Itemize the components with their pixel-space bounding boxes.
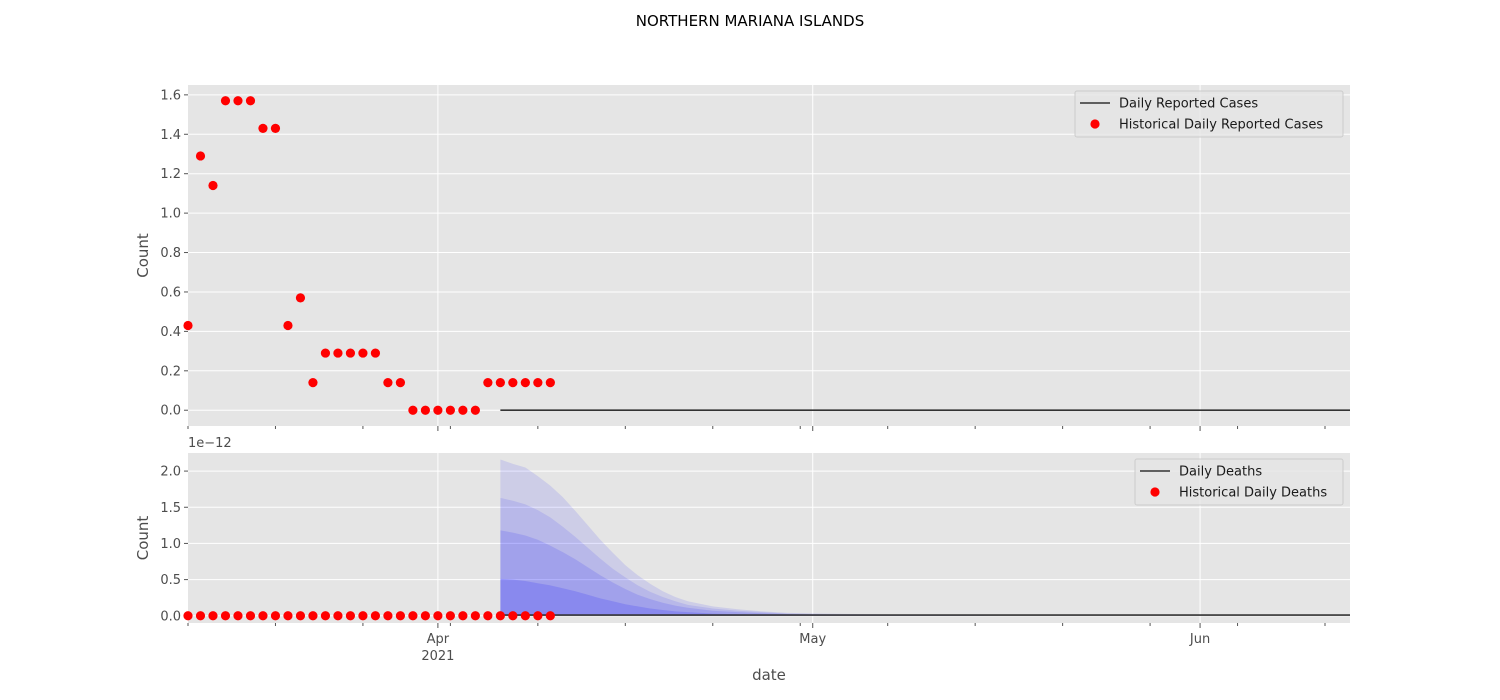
y-axis-label: Count <box>134 516 152 561</box>
data-point <box>520 611 530 621</box>
y-tick-label: 1.6 <box>160 88 181 103</box>
y-axis-label: Count <box>134 233 152 278</box>
data-point <box>358 348 368 358</box>
data-point <box>533 378 543 388</box>
data-point <box>220 611 231 621</box>
x-tick-year-label: 2021 <box>421 649 454 664</box>
forecast-band <box>500 578 1350 616</box>
data-point <box>345 348 356 358</box>
data-point <box>283 320 293 331</box>
data-point <box>420 405 430 415</box>
x-tick-label: Apr <box>427 632 450 647</box>
data-point <box>358 611 368 621</box>
y-tick-label: 0.0 <box>160 609 181 624</box>
data-point <box>458 405 468 415</box>
data-point <box>420 611 430 621</box>
data-point <box>220 96 231 106</box>
data-point <box>195 151 206 161</box>
data-point <box>320 611 331 621</box>
y-tick-label: 1.4 <box>160 128 181 143</box>
data-point <box>533 611 543 621</box>
data-point <box>395 611 406 621</box>
data-point <box>495 378 505 388</box>
y-tick-label: 2.0 <box>160 465 181 480</box>
cases-panel: 0.0 0.2 0.4 0.6 0.8 1.0 1.2 1.4 1.6 Count Daily Re… <box>134 85 1350 431</box>
data-point <box>283 611 293 621</box>
forecast-band <box>500 497 1350 616</box>
data-point <box>183 320 193 331</box>
data-point <box>508 378 518 388</box>
data-point <box>395 378 406 388</box>
data-point <box>333 611 343 621</box>
y-tick-label: 0.6 <box>160 285 181 300</box>
data-point <box>383 378 393 388</box>
data-point <box>183 611 193 621</box>
legend-marker-swatch <box>1150 487 1160 497</box>
data-point <box>320 348 331 358</box>
legend-box <box>1074 90 1344 138</box>
data-point <box>445 611 455 621</box>
plot-area <box>188 85 1350 426</box>
data-point <box>233 611 243 621</box>
data-point <box>470 611 480 621</box>
data-point <box>308 378 318 388</box>
y-tick-label: 1.5 <box>160 501 181 516</box>
data-point <box>295 611 306 621</box>
y-tick-label: 0.2 <box>160 364 181 379</box>
data-point <box>495 611 505 621</box>
y-offset-label: 1e−12 <box>188 436 232 451</box>
data-point <box>433 611 443 621</box>
data-point <box>258 123 268 133</box>
legend-label: Daily Deaths <box>1179 465 1262 480</box>
data-point <box>445 405 455 415</box>
y-tick-label: 0.0 <box>160 404 181 419</box>
data-point <box>370 348 381 358</box>
data-point <box>295 293 306 303</box>
data-point <box>270 123 281 133</box>
data-point <box>333 348 343 358</box>
data-point <box>245 611 256 621</box>
x-axis-label: date <box>752 666 786 684</box>
data-point <box>195 611 206 621</box>
data-point <box>208 611 218 621</box>
data-point <box>483 378 493 388</box>
legend-box <box>1134 458 1344 506</box>
data-point <box>483 611 493 621</box>
data-point <box>245 96 256 106</box>
chart-title: NORTHERN MARIANA ISLANDS <box>636 12 864 30</box>
data-point <box>258 611 268 621</box>
data-point <box>470 405 480 415</box>
x-tick-label: May <box>799 632 826 647</box>
y-tick-label: 1.2 <box>160 167 181 182</box>
y-tick-label: 1.0 <box>160 537 181 552</box>
legend-label: Daily Reported Cases <box>1119 97 1258 112</box>
y-tick-label: 0.5 <box>160 573 181 588</box>
x-tick-label: Jun <box>1189 632 1210 647</box>
y-tick-label: 0.8 <box>160 246 181 261</box>
data-point <box>520 378 530 388</box>
y-tick-label: 0.4 <box>160 325 181 340</box>
data-point <box>270 611 281 621</box>
data-point <box>458 611 468 621</box>
y-tick-label: 1.0 <box>160 207 181 222</box>
deaths-panel: 0.0 0.5 1.0 1.5 2.0 Count 1e−12 Daily Deaths His… <box>134 436 1350 664</box>
legend-label: Historical Daily Reported Cases <box>1119 118 1323 133</box>
forecast-band <box>500 530 1350 616</box>
legend-marker-swatch <box>1090 119 1100 129</box>
data-point <box>345 611 356 621</box>
forecast-band <box>500 459 1350 616</box>
data-point <box>308 611 318 621</box>
data-point <box>545 378 555 388</box>
data-point <box>433 405 443 415</box>
data-point <box>208 180 218 191</box>
data-point <box>545 611 555 621</box>
data-point <box>508 611 518 621</box>
legend-label: Historical Daily Deaths <box>1179 486 1327 501</box>
data-point <box>383 611 393 621</box>
data-point <box>408 405 418 415</box>
data-point <box>408 611 418 621</box>
data-point <box>233 96 243 106</box>
data-point <box>370 611 381 621</box>
